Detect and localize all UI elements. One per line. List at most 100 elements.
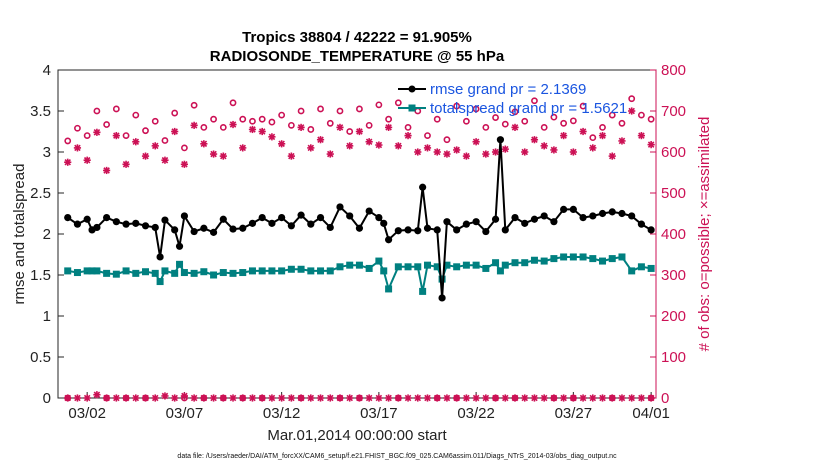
- rmse-point: [287, 222, 295, 230]
- assimilated-count-marker: [414, 148, 422, 156]
- assimilated-count-marker: [200, 394, 208, 402]
- rmse-point: [560, 205, 568, 213]
- x-tick-label: 03/17: [360, 405, 398, 422]
- rmse-point: [64, 214, 72, 222]
- possible-count-marker: [83, 132, 91, 139]
- assimilated-count-marker: [628, 107, 636, 115]
- possible-count-marker: [219, 124, 227, 131]
- y-tick-label: 1.5: [30, 267, 51, 284]
- assimilated-count-marker: [453, 146, 461, 154]
- assimilated-count-marker: [336, 394, 344, 402]
- x-tick-label: 03/07: [166, 405, 204, 422]
- totalspread-point: [482, 264, 490, 272]
- possible-count-marker: [579, 102, 587, 110]
- possible-count-marker: [74, 124, 81, 132]
- y-tick-label: 4: [43, 62, 51, 79]
- possible-count-marker: [424, 132, 431, 139]
- totalspread-point: [521, 259, 529, 267]
- totalspread-point: [540, 257, 548, 265]
- totalspread-point: [317, 267, 325, 275]
- assimilated-count-marker: [365, 138, 373, 146]
- assimilated-count-marker: [530, 394, 539, 402]
- assimilated-count-marker: [482, 150, 490, 158]
- assimilated-count-marker: [346, 142, 354, 150]
- totalspread-point: [394, 263, 402, 271]
- totalspread-point: [248, 267, 256, 275]
- possible-count-marker: [550, 113, 558, 121]
- totalspread-point: [122, 267, 130, 275]
- possible-count-marker: [482, 124, 490, 131]
- totalspread-point: [414, 263, 422, 271]
- assimilated-count-marker: [608, 152, 616, 160]
- assimilated-count-marker: [268, 133, 276, 141]
- possible-count-marker: [414, 107, 422, 115]
- assimilated-count-marker: [141, 394, 150, 402]
- assimilated-count-marker: [385, 123, 393, 132]
- footer-data-file: data file: /Users/raeder/DAI/ATM_forcXX/…: [177, 453, 617, 460]
- possible-count-marker: [64, 137, 72, 145]
- assimilated-count-marker: [132, 138, 140, 146]
- totalspread-point: [268, 267, 276, 275]
- rmse-point: [414, 227, 422, 235]
- rmse-point: [239, 224, 247, 232]
- assimilated-count-marker: [491, 394, 500, 402]
- totalspread-point: [608, 255, 616, 263]
- rmse-point: [190, 227, 198, 236]
- assimilated-count-marker: [122, 394, 130, 402]
- assimilated-count-marker: [355, 394, 364, 402]
- obs-count-series: [64, 95, 655, 402]
- totalspread-point: [151, 269, 159, 277]
- possible-count-marker: [608, 111, 616, 119]
- assimilated-count-marker: [307, 394, 315, 402]
- x-tick-label: 04/01: [632, 405, 670, 422]
- possible-count-marker: [492, 114, 499, 121]
- totalspread-point: [307, 267, 315, 275]
- assimilated-count-marker: [598, 132, 607, 140]
- rmse-point: [628, 212, 636, 220]
- rmse-point: [151, 223, 159, 232]
- assimilated-count-marker: [637, 132, 646, 140]
- chart-title: Tropics 38804 / 42222 = 91.905%: [242, 29, 472, 46]
- totalspread-point: [132, 269, 140, 277]
- assimilated-count-marker: [151, 142, 159, 150]
- assimilated-count-marker: [297, 394, 305, 402]
- possible-count-marker: [122, 132, 130, 139]
- totalspread-point: [278, 267, 286, 275]
- totalspread-point: [589, 255, 597, 263]
- totalspread-point: [511, 259, 519, 267]
- possible-count-marker: [462, 117, 470, 125]
- possible-count-marker: [249, 117, 256, 125]
- assimilated-count-marker: [472, 138, 480, 146]
- y-tick-label-right: 600: [661, 144, 686, 161]
- assimilated-count-marker: [132, 394, 140, 402]
- possible-count-marker: [112, 105, 120, 113]
- assimilated-count-marker: [239, 144, 247, 152]
- totalspread-point: [492, 259, 500, 267]
- rmse-point: [156, 253, 164, 261]
- possible-count-marker: [521, 117, 529, 125]
- totalspread-point: [210, 271, 218, 279]
- assimilated-count-marker: [219, 394, 227, 402]
- assimilated-count-marker: [180, 160, 189, 168]
- assimilated-count-marker: [550, 146, 558, 154]
- rmse-point: [297, 211, 305, 219]
- assimilated-count-marker: [326, 150, 334, 158]
- totalspread-point: [380, 267, 388, 275]
- assimilated-count-marker: [414, 394, 422, 402]
- y-axis-label: rmse and totalspread: [11, 164, 28, 305]
- rmse-point: [73, 220, 82, 228]
- totalspread-point: [443, 261, 451, 269]
- assimilated-count-marker: [443, 394, 451, 402]
- possible-count-marker: [453, 102, 461, 110]
- assimilated-count-marker: [316, 394, 325, 402]
- assimilated-count-marker: [190, 394, 198, 402]
- possible-count-marker: [336, 107, 344, 115]
- rmse-point: [419, 183, 427, 191]
- totalspread-point: [229, 269, 237, 277]
- rmse-point: [511, 214, 519, 222]
- assimilated-count-marker: [141, 152, 150, 160]
- rmse-point: [200, 224, 208, 232]
- assimilated-count-marker: [423, 394, 432, 402]
- assimilated-count-marker: [200, 140, 208, 148]
- possible-count-marker: [142, 127, 149, 135]
